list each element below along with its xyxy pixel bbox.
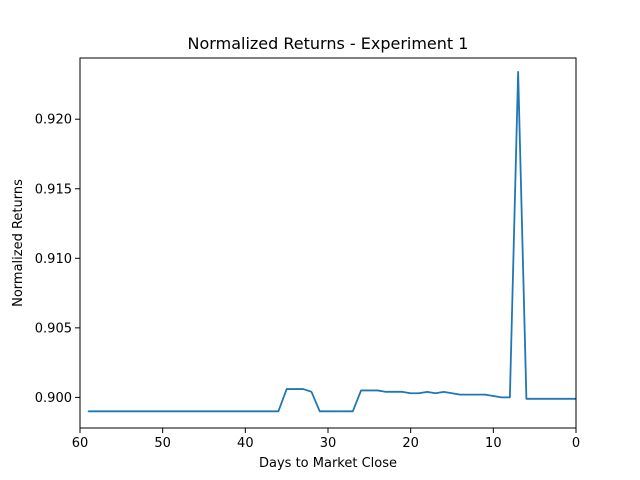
- data-point: [368, 389, 370, 392]
- data-point: [501, 396, 503, 398]
- data-point: [269, 410, 271, 412]
- data-point: [253, 410, 255, 412]
- data-point: [87, 410, 89, 412]
- data-point: [418, 392, 420, 394]
- data-point: [120, 410, 122, 412]
- data-point: [228, 410, 230, 412]
- data-point: [129, 410, 131, 412]
- x-tick-label: 40: [237, 436, 254, 451]
- data-point: [385, 391, 387, 393]
- data-point: [153, 410, 155, 412]
- data-point: [492, 395, 494, 397]
- data-point: [517, 71, 519, 73]
- y-axis: 0.900 0.905 0.910 0.915 0.920: [35, 113, 80, 406]
- data-point: [426, 391, 428, 393]
- data-point: [401, 391, 403, 393]
- data-point: [558, 398, 561, 400]
- chart-title: Normalized Returns - Experiment 1: [188, 34, 469, 53]
- data-point: [459, 394, 461, 396]
- data-point: [170, 410, 172, 412]
- data-point: [343, 410, 346, 412]
- data-point: [352, 410, 354, 412]
- x-tick-label: 30: [320, 436, 337, 451]
- x-axis-label: Days to Market Close: [259, 456, 397, 471]
- data-point: [451, 392, 453, 394]
- data-point: [434, 392, 437, 394]
- data-point: [261, 410, 263, 412]
- data-point: [310, 391, 313, 393]
- data-point: [104, 410, 106, 412]
- x-tick-label: 60: [72, 436, 89, 451]
- y-tick-label: 0.920: [35, 113, 72, 128]
- data-point: [277, 410, 279, 412]
- x-tick-label: 0: [572, 436, 580, 451]
- data-point: [236, 410, 238, 412]
- data-point: [525, 398, 528, 400]
- data-point: [294, 388, 296, 390]
- data-point: [302, 388, 304, 390]
- plot-area: [87, 71, 577, 413]
- data-point: [393, 391, 395, 393]
- y-axis-label: Normalized Returns: [11, 179, 26, 307]
- data-point: [360, 389, 362, 392]
- data-point: [195, 410, 197, 412]
- x-tick-label: 20: [402, 436, 419, 451]
- data-point: [286, 388, 288, 390]
- plot-frame: [79, 57, 577, 429]
- y-tick-label: 0.905: [35, 321, 72, 336]
- data-point: [509, 396, 511, 398]
- data-point: [484, 394, 486, 396]
- data-point: [137, 410, 139, 412]
- data-point: [542, 398, 544, 400]
- x-tick-label: 10: [485, 436, 502, 451]
- data-point: [534, 398, 536, 400]
- y-tick-label: 0.915: [35, 182, 72, 197]
- y-tick-label: 0.900: [35, 391, 72, 406]
- data-point: [162, 410, 164, 412]
- data-point: [443, 391, 445, 393]
- data-point: [211, 410, 213, 412]
- data-point: [327, 410, 329, 412]
- x-tick-label: 50: [154, 436, 171, 451]
- data-point: [186, 410, 189, 412]
- data-point: [467, 394, 470, 396]
- data-point: [550, 398, 552, 400]
- data-point: [319, 410, 321, 412]
- x-axis: 60 50 40 30 20 10 0: [72, 428, 580, 451]
- data-point: [112, 410, 114, 412]
- data-point: [567, 398, 569, 400]
- data-point: [335, 410, 337, 412]
- data-point: [178, 410, 180, 412]
- data-point: [145, 410, 147, 412]
- data-point: [219, 410, 222, 412]
- y-tick-label: 0.910: [35, 252, 72, 267]
- data-point: [95, 410, 98, 412]
- data-point: [244, 410, 246, 412]
- data-point: [410, 392, 412, 394]
- data-point: [377, 389, 379, 392]
- data-point: [476, 394, 478, 396]
- series-line: [88, 71, 576, 413]
- data-point: [203, 410, 205, 412]
